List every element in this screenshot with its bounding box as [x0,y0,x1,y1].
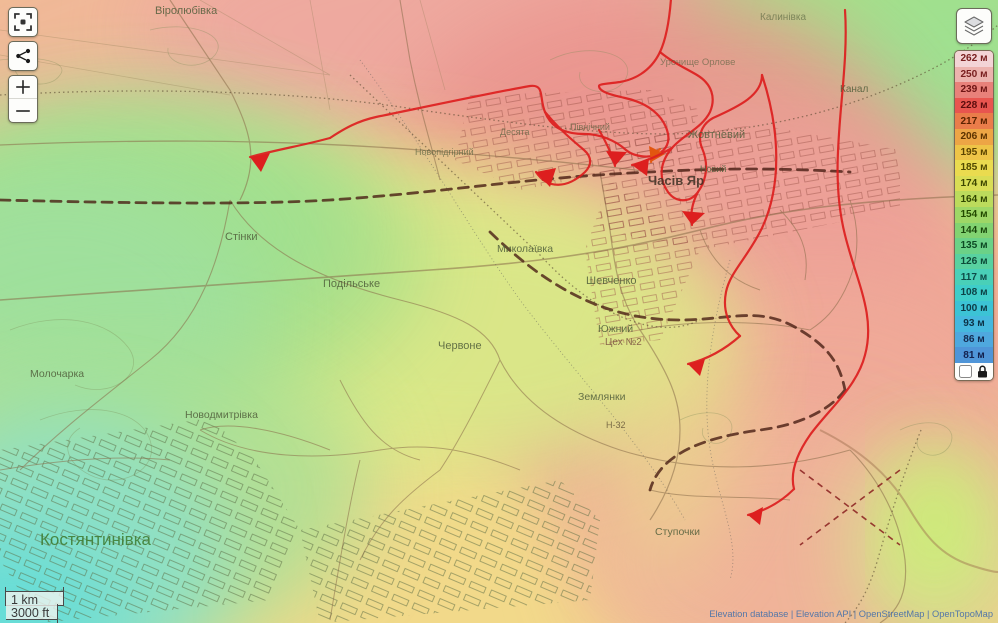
svg-text:Північний: Північний [570,122,610,132]
svg-text:Южний: Южний [598,323,633,335]
svg-text:Жовтневий: Жовтневий [688,129,745,141]
svg-text:Урочище Орлове: Урочище Орлове [660,57,735,68]
svg-text:Миколаївка: Миколаївка [497,243,553,255]
svg-text:Новий: Новий [700,164,726,174]
svg-text:Стінки: Стінки [225,231,257,243]
svg-text:Новопідгірний: Новопідгірний [415,147,474,157]
svg-text:Землянки: Землянки [578,391,626,403]
svg-text:Канал: Канал [840,84,868,95]
svg-text:Віролюбівка: Віролюбівка [155,5,218,17]
svg-text:Червоне: Червоне [438,340,482,352]
svg-text:Костянтинівка: Костянтинівка [40,530,152,549]
svg-text:Н-32: Н-32 [606,420,626,430]
svg-text:Десята: Десята [500,127,530,137]
svg-text:Новодмитрівка: Новодмитрівка [185,409,258,421]
svg-text:Подільське: Подільське [323,278,380,290]
svg-text:Шевченко: Шевченко [586,275,637,287]
svg-text:Цех №2: Цех №2 [605,337,642,348]
svg-text:Молочарка: Молочарка [30,368,84,380]
svg-text:Часів Яр: Часів Яр [648,173,704,188]
svg-text:Ступочки: Ступочки [655,526,700,538]
svg-text:Калинівка: Калинівка [760,12,806,23]
